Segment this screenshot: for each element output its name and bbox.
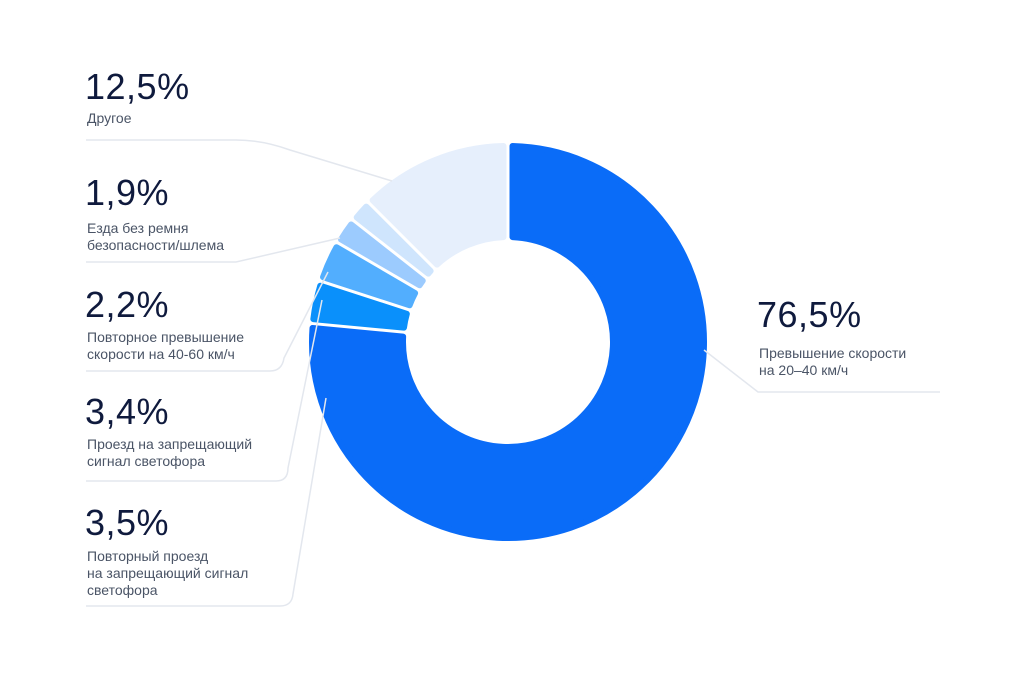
slice-label-repeat-red-light: Повторный проезд на запрещающий сигнал с…	[87, 548, 249, 598]
value-label-speeding: 76,5%	[757, 294, 862, 335]
value-label-red-light: 3,4%	[85, 391, 170, 432]
leader-line-speeding	[703, 349, 940, 393]
leader-line-red-light	[86, 299, 323, 482]
slice-repeat-red-light	[310, 282, 410, 331]
value-label-seatbelt: 1,9%	[85, 172, 170, 213]
leader-line-seatbelt	[86, 237, 341, 263]
leader-line-other	[86, 139, 393, 182]
slice-label-other: Другое	[87, 110, 132, 126]
value-label-other: 12,5%	[85, 66, 190, 107]
leader-line-repeat-speeding	[86, 271, 329, 372]
leader-line-repeat-red-light	[86, 397, 327, 607]
slice-repeat-speeding	[337, 221, 426, 289]
value-label-repeat-speeding: 2,2%	[85, 284, 170, 325]
slice-label-seatbelt: Езда без ремня безопасности/шлема	[87, 220, 224, 253]
slice-red-light	[320, 244, 419, 309]
slice-other	[369, 143, 507, 268]
slice-label-repeat-speeding: Повторное превышение скорости на 40-60 к…	[87, 329, 245, 362]
leader-lines	[86, 139, 940, 607]
slice-label-speeding: Превышение скорости на 20–40 км/ч	[759, 345, 907, 378]
slice-speeding	[309, 143, 707, 541]
slice-label-red-light: Проезд на запрещающий сигнал светофора	[87, 436, 253, 469]
slices-group	[309, 143, 707, 541]
value-label-repeat-red-light: 3,5%	[85, 502, 170, 543]
slice-seatbelt	[353, 203, 434, 277]
